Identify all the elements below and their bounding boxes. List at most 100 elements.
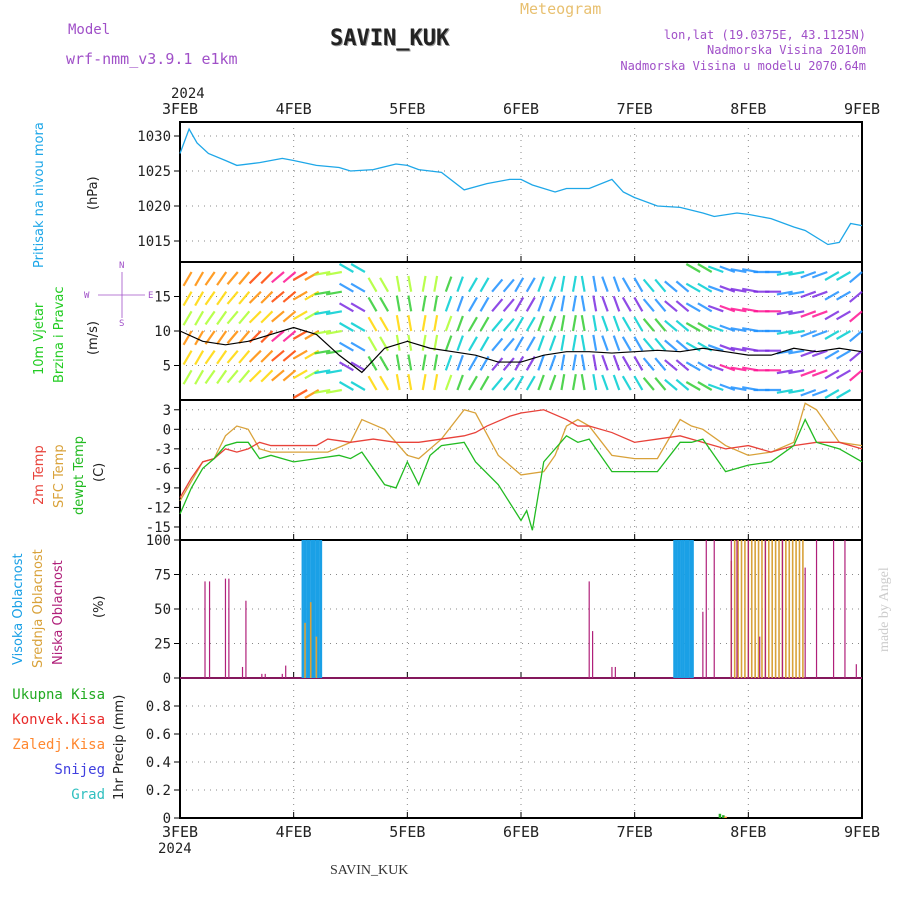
wind-arrow (697, 361, 713, 372)
wind-arrow (468, 336, 478, 352)
wind-arrow (642, 298, 655, 313)
wind-arrow (730, 287, 747, 293)
wind-arrow (548, 315, 557, 332)
wind-arrow (194, 310, 205, 326)
wind-arrow (491, 298, 504, 313)
wind-arrow (292, 290, 308, 301)
wind-arrow (314, 270, 331, 276)
wind-title-2: Brzina i Pravac (52, 286, 67, 383)
wind-arrow (216, 271, 228, 286)
temperature-ytick-label: -6 (154, 461, 171, 477)
wind-arrow (548, 354, 557, 371)
wind-arrow (675, 280, 690, 293)
wind-arrow (685, 361, 701, 372)
wind-arrow (730, 386, 747, 392)
wind-arrow (580, 295, 586, 312)
t2m-line (179, 409, 863, 499)
wind-arrow (654, 318, 667, 332)
wind-arrow (776, 270, 793, 276)
wind-arrow (479, 375, 490, 391)
wind-arrow (800, 329, 817, 338)
x-label-bottom: 4FEB (276, 823, 312, 841)
wind-arrow (836, 290, 851, 301)
wind-arrow (811, 349, 828, 358)
wind-arrow (502, 337, 515, 352)
wind-arrow (395, 295, 401, 312)
wind-arrow (491, 357, 504, 372)
wind-arrow (314, 329, 331, 335)
wind-arrow (421, 334, 427, 351)
wind-arrow (612, 335, 621, 352)
clouds-ytick-label: 25 (154, 637, 171, 653)
wind-arrow (433, 295, 439, 312)
wind-arrow (776, 290, 793, 296)
wind-arrow (621, 316, 632, 332)
wind-arrow (260, 369, 274, 383)
wind-arrow (491, 337, 504, 352)
wind-arrow (514, 316, 525, 332)
wind-arrow (592, 354, 598, 371)
wind-arrow (456, 295, 464, 312)
wind-arrow (592, 295, 598, 312)
wind-arrow (350, 361, 366, 372)
clouds-ytick-label: 0 (163, 671, 171, 687)
x-label-bottom: 9FEB (844, 823, 880, 841)
wind-arrow (707, 285, 724, 293)
wind-arrow (338, 263, 354, 273)
wind-arrow (824, 389, 840, 399)
wind-arrow (707, 383, 724, 392)
wind-arrow (514, 375, 525, 391)
wind-arrow (824, 369, 840, 380)
wind-arrow (811, 310, 828, 318)
year-top: 2024 (171, 86, 205, 102)
wind-arrow (468, 355, 478, 371)
wind-arrow (325, 349, 343, 355)
wind-arrow (292, 271, 308, 281)
wind-arrow (788, 329, 805, 335)
precip-ytick-label: 0.4 (146, 755, 171, 771)
pressure-unit: (hPa) (86, 176, 101, 210)
precip-snow-label: Snijeg (54, 762, 105, 778)
wind-arrow (491, 278, 504, 293)
wind-arrow (182, 330, 193, 346)
dewpt-line (179, 417, 863, 531)
cloud-unit: (%) (92, 596, 107, 619)
elevation-label: Nadmorska Visina 2010m (707, 43, 866, 57)
wind-arrow (282, 271, 297, 284)
wind-arrow (537, 354, 545, 371)
wind-arrow (325, 290, 343, 296)
wind-arrow (849, 349, 863, 362)
compass-icon: W E N S (84, 261, 153, 329)
wind-arrow (491, 377, 504, 391)
wind-arrow (260, 271, 274, 285)
wind-arrow (444, 276, 453, 293)
wind-arrow (719, 265, 736, 274)
wind-arrow (282, 330, 297, 343)
wind-arrow (468, 277, 478, 293)
wind-arrow (238, 330, 251, 344)
temp-unit: (C) (92, 463, 107, 482)
wind-arrow (421, 295, 427, 312)
wind-arrow (811, 290, 828, 299)
wind-arrow (719, 285, 736, 293)
wind-arrow (314, 349, 331, 355)
wind-arrow (248, 310, 262, 324)
wind-arrow (675, 300, 690, 313)
wind-arrow (226, 330, 239, 344)
wind-arrow (502, 357, 515, 372)
wind-arrow (537, 315, 545, 332)
model-label: Model (68, 22, 110, 38)
wind-arrow (560, 334, 566, 351)
wind-arrow (216, 350, 228, 365)
precip-ytick-label: 0.6 (146, 727, 171, 743)
wind-arrow (580, 334, 586, 351)
wind-arrow (697, 302, 713, 313)
wind-arrow (836, 271, 851, 281)
wind-arrow (433, 334, 439, 351)
wind-arrow (612, 354, 621, 371)
x-label-bottom: 5FEB (389, 823, 425, 841)
wind-arrow (601, 354, 609, 371)
wind-arrow (849, 369, 863, 382)
x-label-top: 4FEB (276, 100, 312, 118)
